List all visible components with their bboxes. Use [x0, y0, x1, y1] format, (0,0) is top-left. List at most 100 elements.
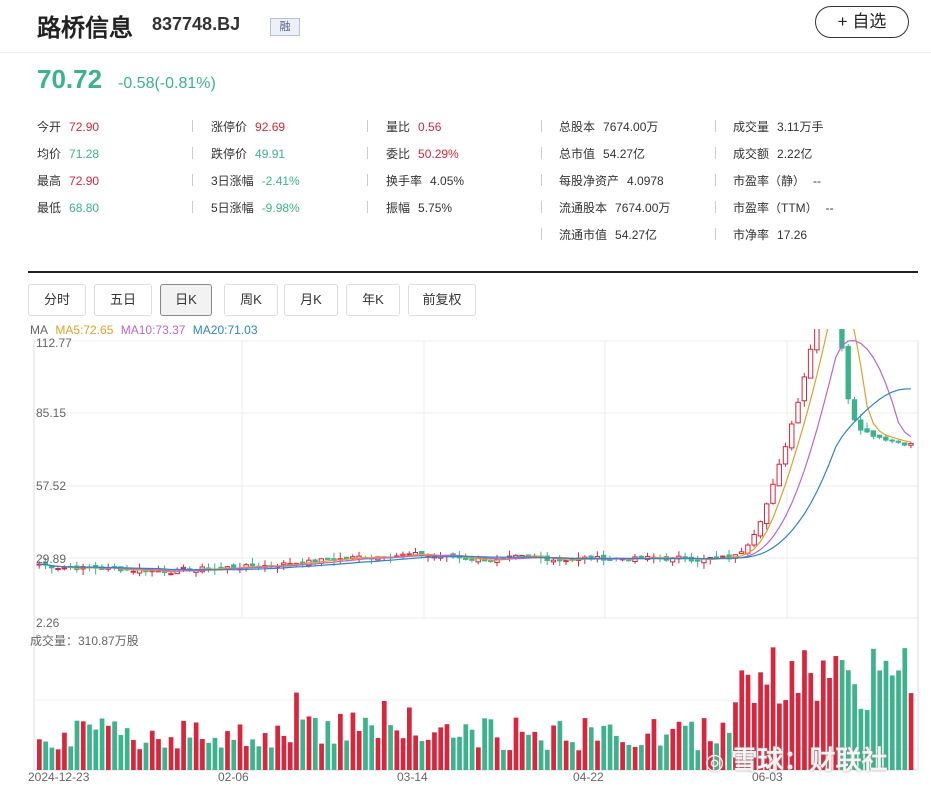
- stat-value: --: [813, 174, 822, 188]
- stat-separator: [715, 174, 716, 186]
- volume-bar: [726, 732, 732, 770]
- volume-bar: [639, 745, 644, 770]
- candle-body: [782, 446, 789, 465]
- add-watchlist-button[interactable]: + 自选: [815, 6, 909, 38]
- candle-body: [469, 558, 475, 561]
- volume-bar: [795, 693, 801, 770]
- volume-bar: [820, 660, 826, 770]
- tab-4[interactable]: 月K: [284, 284, 338, 316]
- volume-bar: [676, 721, 682, 770]
- stat-item: 市盈率（静） --: [733, 172, 821, 189]
- x-tick-label: 06-03: [752, 770, 783, 784]
- volume-bar: [338, 713, 343, 770]
- candle-body: [713, 556, 720, 559]
- volume-bar: [695, 750, 701, 770]
- stat-item: 成交量 3.11万手: [733, 118, 823, 135]
- y-tick-label: 2.26: [36, 616, 60, 630]
- tab-0[interactable]: 分时: [28, 284, 86, 316]
- volume-bar: [883, 660, 889, 770]
- stat-label: 市盈率（静）: [733, 174, 806, 188]
- volume-bar: [494, 737, 500, 770]
- volume-bar: [62, 732, 67, 770]
- volume-bar: [595, 740, 600, 770]
- stat-label: 市净率: [733, 228, 770, 242]
- volume-bar: [143, 742, 149, 770]
- ma5-line: [39, 329, 912, 573]
- stat-separator: [541, 228, 542, 240]
- tab-1[interactable]: 五日: [94, 284, 152, 316]
- volume-bar: [419, 741, 425, 770]
- volume-bar: [432, 732, 437, 770]
- candle-body: [230, 564, 237, 569]
- volume-bar: [124, 728, 130, 770]
- candle-body: [757, 521, 764, 537]
- volume-bar: [350, 712, 356, 770]
- tab-2[interactable]: 日K: [160, 284, 212, 316]
- volume-bar: [739, 670, 745, 770]
- candle-body: [789, 423, 795, 449]
- volume-bar: [212, 737, 218, 770]
- candle-body: [751, 533, 757, 546]
- ma20-label: MA20:71.03: [192, 323, 258, 337]
- volume-bar: [319, 743, 324, 770]
- stat-separator: [715, 201, 716, 213]
- candle-body: [55, 567, 61, 570]
- candle-body: [550, 559, 557, 563]
- volume-bar: [438, 727, 444, 770]
- ma20-line: [39, 388, 911, 571]
- tab-6[interactable]: 前复权: [408, 284, 476, 316]
- stat-value: 72.90: [69, 120, 100, 134]
- kline-chart[interactable]: 112.77 85.15 57.52 29.89 2.26 2024-12-23 02-06…: [0, 329, 931, 789]
- volume-bar: [457, 736, 462, 770]
- volume-bar: [758, 672, 763, 770]
- x-tick-label: 02-06: [218, 770, 249, 784]
- ma-legend: MA MA5:72.65 MA10:73.37 MA20:71.03: [30, 323, 262, 337]
- candle-body: [858, 419, 864, 431]
- stat-separator: [367, 174, 368, 186]
- volume-bar: [469, 729, 475, 770]
- volume-bar: [714, 743, 720, 770]
- volume-bar: [231, 739, 237, 770]
- volume-bar: [287, 742, 293, 770]
- volume-bar: [450, 737, 456, 770]
- volume-bar: [137, 749, 143, 770]
- volume-bar: [689, 721, 694, 770]
- volume-bar: [852, 684, 857, 770]
- volume-bar: [532, 731, 538, 770]
- stat-separator: [367, 120, 368, 132]
- volume-bar: [814, 700, 820, 770]
- volume-bar: [908, 693, 914, 770]
- stat-label: 每股净资产: [559, 174, 620, 188]
- stock-name: 路桥信息: [37, 15, 133, 42]
- candle-body: [494, 558, 500, 563]
- stat-value: 17.26: [777, 228, 808, 242]
- stat-separator: [541, 120, 542, 132]
- stat-value: 54.27亿: [603, 147, 646, 161]
- price-change: -0.58(-0.81%): [118, 75, 216, 92]
- volume-bar: [858, 708, 864, 770]
- volume-bar: [501, 749, 506, 770]
- stat-item: 市盈率（TTM） --: [733, 199, 834, 216]
- y-tick-label: 112.77: [36, 336, 72, 350]
- volume-bar: [877, 670, 883, 770]
- volume-bar: [463, 724, 469, 770]
- tab-5[interactable]: 年K: [346, 284, 400, 316]
- candle-body: [312, 559, 318, 563]
- volume-bar: [181, 720, 186, 770]
- stat-item: 最低 68.80: [37, 199, 99, 216]
- volume-bar: [770, 647, 776, 770]
- y-tick-label: 57.52: [36, 479, 66, 493]
- stat-value: 4.05%: [430, 174, 465, 188]
- stat-item: 市净率 17.26: [733, 226, 807, 243]
- candle-body: [845, 345, 851, 400]
- volume-bar: [80, 721, 86, 770]
- volume-bar: [300, 719, 306, 770]
- candle-body: [839, 329, 845, 349]
- tab-3[interactable]: 周K: [224, 284, 278, 316]
- stat-value: 2.22亿: [777, 147, 813, 161]
- candle-body: [870, 430, 876, 437]
- volume-bar: [306, 716, 312, 770]
- stat-label: 量比: [386, 120, 411, 134]
- volume-bar: [49, 747, 55, 770]
- volume-bar: [777, 703, 782, 770]
